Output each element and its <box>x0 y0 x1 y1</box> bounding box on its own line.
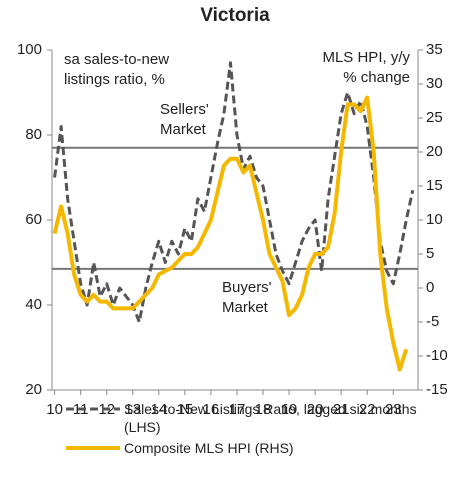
y2-tick-label: -10 <box>426 347 448 364</box>
y2-tick-label: -15 <box>426 381 448 398</box>
series-line <box>53 61 415 324</box>
legend-label: Composite MLS HPI (RHS) <box>124 440 294 456</box>
legend-label: Sales-to-New Listings Ratio, lagged six … <box>124 401 417 435</box>
x-tick-label: 18 <box>255 401 272 418</box>
y-tick-label: 40 <box>25 296 42 313</box>
series-line <box>52 95 409 372</box>
y-tick-label: 60 <box>25 211 42 228</box>
y-tick-label: 80 <box>25 126 42 143</box>
y2-tick-label: 35 <box>426 41 443 58</box>
x-tick-label: 16 <box>203 401 220 418</box>
chart-title: Victoria <box>200 5 270 26</box>
x-tick-label: 12 <box>98 401 115 418</box>
x-tick-label: 10 <box>46 401 63 418</box>
y2-tick-label: 5 <box>426 245 434 262</box>
y2-tick-label: 30 <box>426 75 443 92</box>
sellers-note: Sellers' Market <box>160 101 209 138</box>
y2-tick-label: 20 <box>426 143 443 160</box>
x-tick-label: 14 <box>150 401 167 418</box>
x-tick-label: 22 <box>359 401 376 418</box>
x-tick-label: 17 <box>229 401 246 418</box>
x-tick-label: 20 <box>307 401 324 418</box>
y2-tick-label: -5 <box>426 313 439 330</box>
x-tick-label: 21 <box>333 401 350 418</box>
x-tick-label: 13 <box>124 401 141 418</box>
lhs-note: sa sales-to-new listings ratio, % <box>64 50 214 90</box>
rhs-note: MLS HPI, y/y % change <box>318 48 410 88</box>
x-tick-label: 11 <box>73 401 89 418</box>
y-tick-label: 20 <box>25 381 42 398</box>
buyers-note: Buyers' Market <box>222 279 272 316</box>
x-tick-label: 15 <box>177 401 194 418</box>
y2-tick-label: 15 <box>426 177 443 194</box>
y2-tick-label: 25 <box>426 109 443 126</box>
x-tick-label: 23 <box>385 401 402 418</box>
y2-tick-label: 10 <box>426 211 443 228</box>
y2-tick-label: 0 <box>426 279 434 296</box>
y-tick-label: 100 <box>17 41 42 58</box>
x-tick-label: 19 <box>281 401 298 418</box>
